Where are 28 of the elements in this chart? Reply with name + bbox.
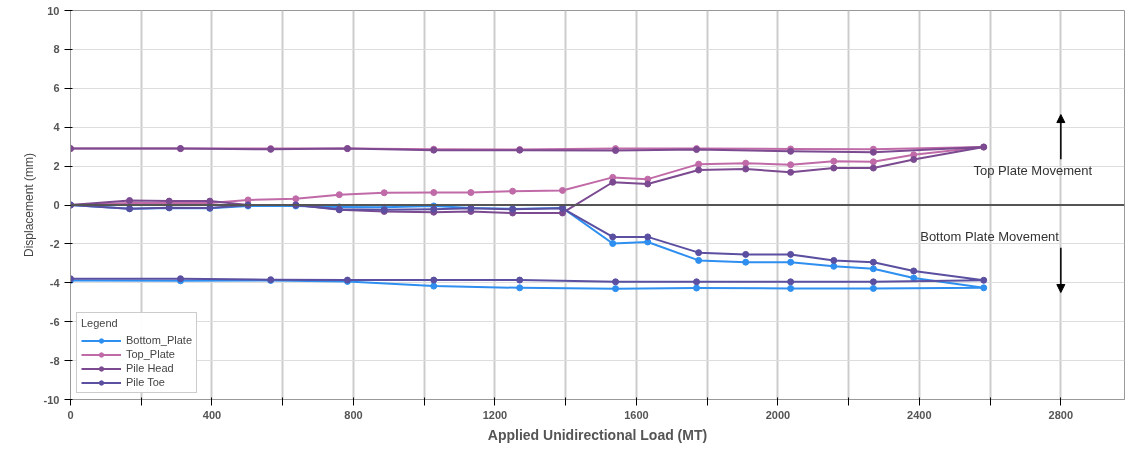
y-tick-label: 4 xyxy=(53,121,61,134)
y-tick-label: 2 xyxy=(53,160,60,173)
x-tick-label: 400 xyxy=(202,408,222,421)
x-tick-label: 2400 xyxy=(907,408,932,421)
y-tick-label: 6 xyxy=(53,82,60,95)
y-tick-label: 10 xyxy=(47,4,60,17)
y-tick-label: -4 xyxy=(49,276,61,289)
y-tick-label: -8 xyxy=(49,354,60,367)
y-axis-title: Displacement (mm) xyxy=(21,152,36,258)
x-tick-label: 2800 xyxy=(1048,408,1074,421)
y-tick-label: 8 xyxy=(53,43,60,56)
x-tick-label: 2000 xyxy=(765,408,791,421)
x-tick-label: 0 xyxy=(67,408,74,421)
legend-label: Pile Toe xyxy=(126,376,165,388)
annotation: Top Plate Movement xyxy=(973,163,1093,179)
x-tick-label: 1600 xyxy=(624,408,649,421)
x-tick-label: 800 xyxy=(344,408,363,421)
legend-label: Top_Plate xyxy=(126,348,175,360)
legend-title: Legend xyxy=(81,317,119,329)
y-tick-label: 0 xyxy=(53,199,60,211)
legend-label: Bottom_Plate xyxy=(126,334,193,346)
annotation: Bottom Plate Movement xyxy=(920,228,1060,244)
x-tick-label: 1200 xyxy=(482,408,508,421)
y-tick-label: -10 xyxy=(43,393,60,406)
legend-label: Pile Head xyxy=(126,362,174,374)
y-tick-label: -2 xyxy=(49,237,60,250)
y-tick-label: -6 xyxy=(49,315,60,328)
x-axis-title: Applied Unidirectional Load (MT) xyxy=(487,426,708,443)
